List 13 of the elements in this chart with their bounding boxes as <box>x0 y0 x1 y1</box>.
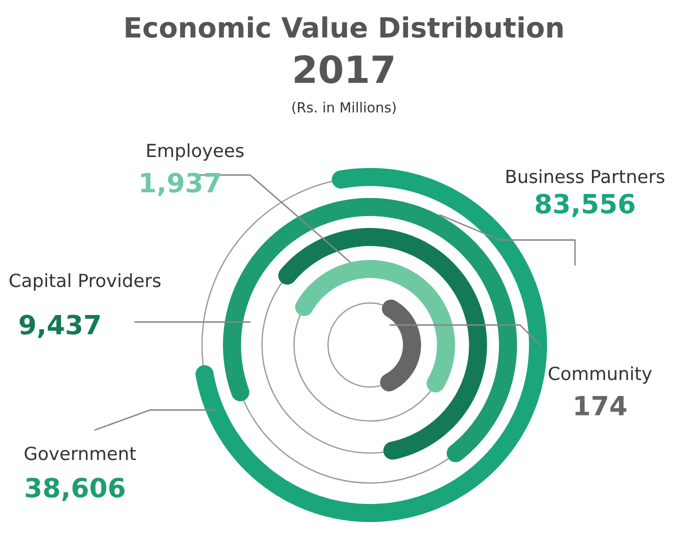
data-label: 9,437 <box>20 314 100 338</box>
text: Economic Value Distribution <box>126 16 563 38</box>
category-label: Capital Providers <box>10 273 161 291</box>
data-label: 38,606 <box>26 478 124 502</box>
category-label: Community <box>548 366 652 384</box>
category-label: Employees <box>147 143 244 161</box>
category-label: Government <box>24 446 136 460</box>
data-label: 1,937 <box>141 172 220 196</box>
text: (Rs. in Millions) <box>292 102 396 114</box>
data-label: 174 <box>575 396 626 416</box>
data-label: 83,556 <box>536 194 634 218</box>
category-label: Business Partners <box>506 169 664 184</box>
text: 2017 <box>294 55 394 84</box>
